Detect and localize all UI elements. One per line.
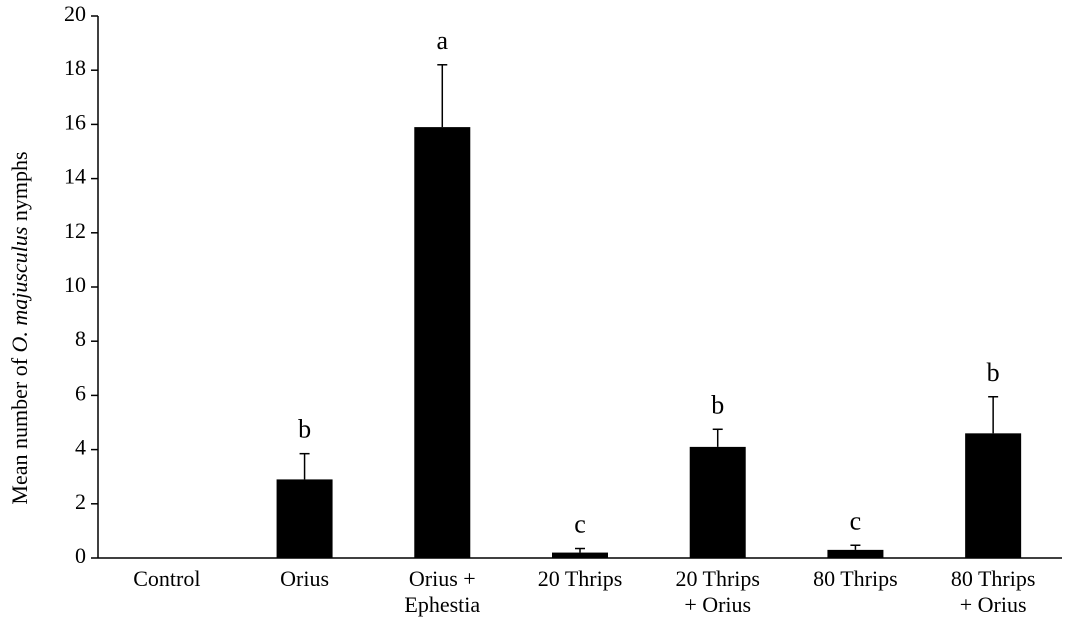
bar [276,479,333,558]
category-label: 80 Thrips [813,566,898,591]
y-tick-label: 14 [64,164,86,189]
bar [414,127,471,559]
category-label: Control [133,566,200,591]
category-label: 20 Thrips [538,566,623,591]
svg-text:Mean number of O. majusculus n: Mean number of O. majusculus nymphs [7,151,32,504]
bars [276,127,1022,559]
category-label: 80 Thrips + Orius [951,566,1036,617]
category-label: 20 Thrips + Orius [675,566,760,617]
y-axis-title-suffix: nymphs [7,151,32,226]
bar [552,552,608,558]
y-tick-label: 0 [75,543,86,568]
y-tick-label: 6 [75,380,86,405]
error-bars [299,64,999,553]
significance-label: c [574,510,586,539]
y-tick-label: 4 [75,435,86,460]
y-tick-label: 2 [75,489,86,514]
y-axis-ticks: 0 2 4 6 8 10 12 14 16 18 20 [64,1,98,568]
y-tick-label: 16 [64,109,86,134]
y-tick-label: 12 [64,218,86,243]
significance-label: c [850,506,862,535]
significance-label: a [437,26,449,55]
axes [97,16,1062,559]
category-label: Orius [280,566,329,591]
bar [827,549,884,558]
significance-label: b [298,415,311,444]
significance-label: b [711,390,724,419]
bar [965,433,1022,558]
category-labels: Control Orius Orius + Ephestia 20 Thrips 20 T… [133,566,1035,617]
bar [689,446,746,558]
y-tick-label: 20 [64,1,86,26]
y-axis-title-prefix: Mean number of [7,352,32,504]
y-axis-title: Mean number of O. majusculus nymphs [7,151,32,504]
y-tick-label: 10 [64,272,86,297]
significance-labels: b a c b c b [298,26,1000,539]
category-label: Orius + Ephestia [404,566,480,617]
y-tick-label: 18 [64,55,86,80]
y-tick-label: 8 [75,326,86,351]
y-axis-title-species: O. majusculus [7,227,32,353]
significance-label: b [987,358,1000,387]
